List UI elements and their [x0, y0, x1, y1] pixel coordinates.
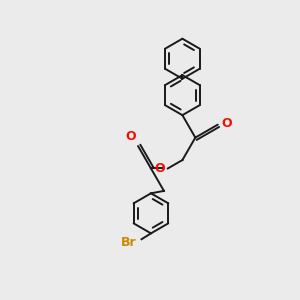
- Text: Br: Br: [121, 236, 136, 249]
- Text: O: O: [155, 162, 165, 175]
- Text: O: O: [222, 117, 232, 130]
- Text: O: O: [125, 130, 136, 143]
